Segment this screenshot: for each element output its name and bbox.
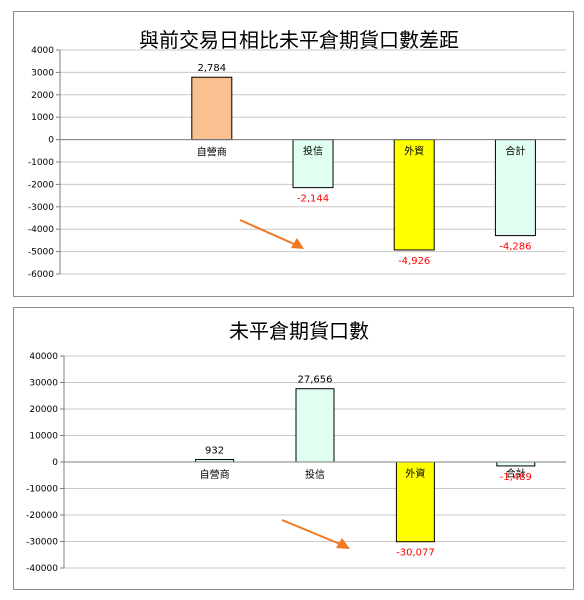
chart-panel-open-interest: 未平倉期貨口數 40000 30000 20000 10000 0 -10000 -2000… [13, 307, 574, 590]
data-label: 2,784 [197, 63, 226, 74]
y-tick-label: -3000 [28, 203, 54, 213]
chart-title: 與前交易日相比未平倉期貨口數差距 [139, 28, 459, 52]
y-tick-label: 10000 [29, 432, 58, 442]
y-tick-label: -5000 [28, 248, 54, 258]
data-label: -30,077 [396, 548, 435, 559]
y-tick-label: -10000 [26, 485, 58, 495]
bar [496, 461, 536, 467]
category-label: 合計 [506, 467, 526, 480]
y-tick-label: 30000 [29, 379, 58, 389]
category-label: 投信 [305, 468, 325, 481]
y-tick-label: -40000 [26, 564, 58, 574]
y-tick-label: -6000 [28, 270, 54, 280]
category-label: 合計 [505, 145, 525, 158]
orange-arrow-icon [281, 519, 350, 549]
bar [395, 461, 435, 543]
category-label: 自營商 [200, 468, 230, 481]
y-tick-label: 0 [48, 136, 54, 146]
bar [494, 139, 536, 237]
orange-arrow-icon [239, 219, 304, 249]
y-tick-label: 0 [52, 458, 58, 468]
category-label: 投信 [303, 145, 323, 158]
y-tick-label: -1000 [28, 158, 54, 168]
data-label: 932 [205, 446, 224, 457]
data-label: -2,144 [297, 194, 329, 205]
data-label: -1,489 [500, 472, 532, 483]
y-tick-label: 1000 [31, 113, 54, 123]
y-tick-label: -2000 [28, 180, 54, 190]
y-tick-label: -20000 [26, 511, 58, 521]
chart-change-svg: 與前交易日相比未平倉期貨口數差距 4000 3000 2000 1000 0 -1000 -… [28, 28, 566, 280]
chart-open-interest-svg: 未平倉期貨口數 40000 30000 20000 10000 0 -10000 -2000… [26, 319, 566, 574]
chart-title: 未平倉期貨口數 [229, 319, 369, 343]
y-tick-label: 40000 [29, 352, 58, 362]
y-tick-label: -4000 [28, 225, 54, 235]
bar [393, 139, 435, 251]
bar [292, 139, 334, 189]
bar [191, 76, 233, 141]
category-label: 外資 [405, 468, 425, 480]
y-tick-label: 2000 [31, 91, 54, 101]
category-label: 自營商 [197, 146, 227, 159]
y-tick-label: 4000 [31, 46, 54, 56]
y-tick-label: -30000 [26, 538, 58, 548]
data-label: 27,656 [298, 375, 333, 386]
y-tick-label: 3000 [31, 68, 54, 78]
category-label: 外資 [404, 146, 424, 158]
data-label: -4,926 [398, 256, 430, 267]
data-label: -4,286 [499, 242, 531, 253]
y-tick-label: 20000 [29, 405, 58, 415]
chart-panel-change: 與前交易日相比未平倉期貨口數差距 4000 3000 2000 1000 0 -1000 -… [13, 11, 574, 297]
bar [295, 388, 335, 463]
